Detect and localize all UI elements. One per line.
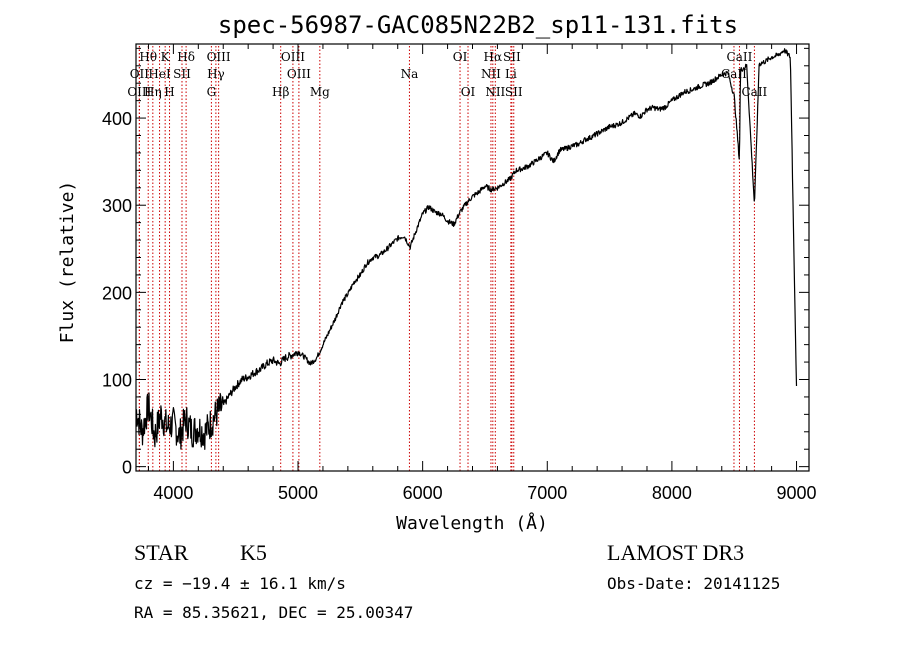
emission-line-label: CaII bbox=[727, 50, 753, 64]
x-axis-ticks: 4000 5000 6000 7000 8000 9000 bbox=[147, 44, 817, 503]
y-tick-label: 0 bbox=[122, 458, 132, 478]
emission-line-label: G bbox=[207, 85, 217, 99]
x-tick-label: 9000 bbox=[777, 483, 817, 503]
emission-line-markers bbox=[138, 46, 755, 471]
emission-line-label: Na bbox=[401, 67, 419, 81]
emission-line-label: Li bbox=[505, 67, 517, 81]
coordinates-readout: RA = 85.35621, DEC = 25.00347 bbox=[134, 603, 413, 622]
emission-line-label: Hβ bbox=[272, 85, 289, 99]
emission-line-label: Hθ bbox=[139, 50, 157, 64]
emission-line-label: OII bbox=[130, 67, 150, 81]
emission-line-label: NII bbox=[485, 85, 505, 99]
emission-line-label: OIII bbox=[287, 67, 311, 81]
x-tick-label: 7000 bbox=[527, 483, 567, 503]
emission-line-label: Hγ bbox=[207, 67, 225, 81]
object-class: STAR bbox=[134, 540, 189, 565]
emission-line-label: OI bbox=[453, 50, 468, 64]
emission-line-label: Mg bbox=[310, 85, 330, 99]
emission-line-label: SII bbox=[503, 50, 521, 64]
emission-line-label: OIII bbox=[281, 50, 305, 64]
emission-line-label: Hη bbox=[144, 85, 162, 99]
object-subclass: K5 bbox=[240, 540, 267, 565]
chart-title: spec-56987-GAC085N22B2_sp11-131.fits bbox=[218, 11, 738, 39]
emission-line-label: Hδ bbox=[177, 50, 195, 64]
observation-date: Obs-Date: 20141125 bbox=[607, 574, 780, 593]
y-tick-label: 400 bbox=[102, 109, 132, 129]
x-tick-label: 5000 bbox=[278, 483, 318, 503]
spectrum-line bbox=[135, 48, 798, 450]
emission-line-label: CaII bbox=[741, 85, 767, 99]
survey-name: LAMOST DR3 bbox=[607, 540, 744, 565]
y-tick-label: 200 bbox=[102, 283, 132, 303]
emission-line-label: K bbox=[161, 50, 171, 64]
y-axis-ticks: 0 100 200 300 400 bbox=[102, 47, 809, 478]
y-tick-label: 100 bbox=[102, 371, 132, 391]
emission-line-label: OIII bbox=[207, 50, 231, 64]
x-tick-label: 4000 bbox=[153, 483, 193, 503]
x-tick-label: 6000 bbox=[403, 483, 443, 503]
emission-line-label: SII bbox=[173, 67, 191, 81]
emission-line-label: HeI bbox=[148, 67, 171, 81]
y-tick-label: 300 bbox=[102, 196, 132, 216]
redshift-readout: cz = −19.4 ± 16.1 km/s bbox=[134, 574, 346, 593]
emission-line-label: H bbox=[164, 85, 174, 99]
emission-line-label: Hα bbox=[484, 50, 503, 64]
emission-line-label: SII bbox=[505, 85, 523, 99]
emission-line-label: OI bbox=[461, 85, 476, 99]
emission-line-label: OIII bbox=[127, 85, 151, 99]
emission-line-label: NII bbox=[481, 67, 501, 81]
x-tick-label: 8000 bbox=[652, 483, 692, 503]
y-axis-label: Flux (relative) bbox=[57, 181, 78, 344]
plot-frame bbox=[135, 43, 810, 472]
x-axis-label: Wavelength (Å) bbox=[396, 512, 548, 534]
emission-line-labels: Hθ OII OIII K Hη HeI H SII Hδ OIII Hγ G OIII OIII Hβ Mg… bbox=[127, 50, 767, 99]
